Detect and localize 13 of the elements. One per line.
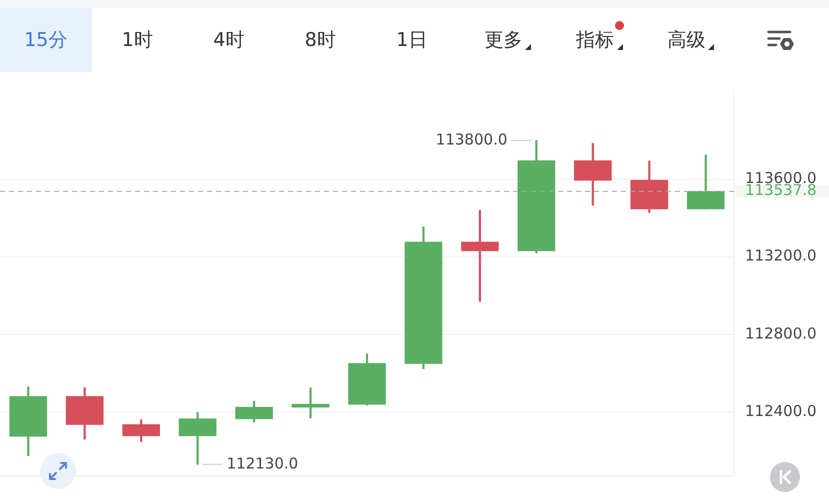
text: 更多 <box>484 29 522 51</box>
annotation: 113800.0 <box>436 130 508 148</box>
y-tick-label: 112400.0 <box>745 402 817 420</box>
y-tick-label: 113200.0 <box>745 246 817 265</box>
annotation: 112130.0 <box>226 454 298 472</box>
text: 高级 <box>667 29 706 51</box>
text: 8时 <box>304 29 336 51</box>
text: 1日 <box>396 29 428 51</box>
text: 4时 <box>213 29 244 51</box>
text: 1时 <box>122 29 153 51</box>
y-tick-label: 112800.0 <box>745 324 817 342</box>
text: 指标 <box>576 29 614 51</box>
tab[interactable]: 15分 <box>0 8 92 72</box>
